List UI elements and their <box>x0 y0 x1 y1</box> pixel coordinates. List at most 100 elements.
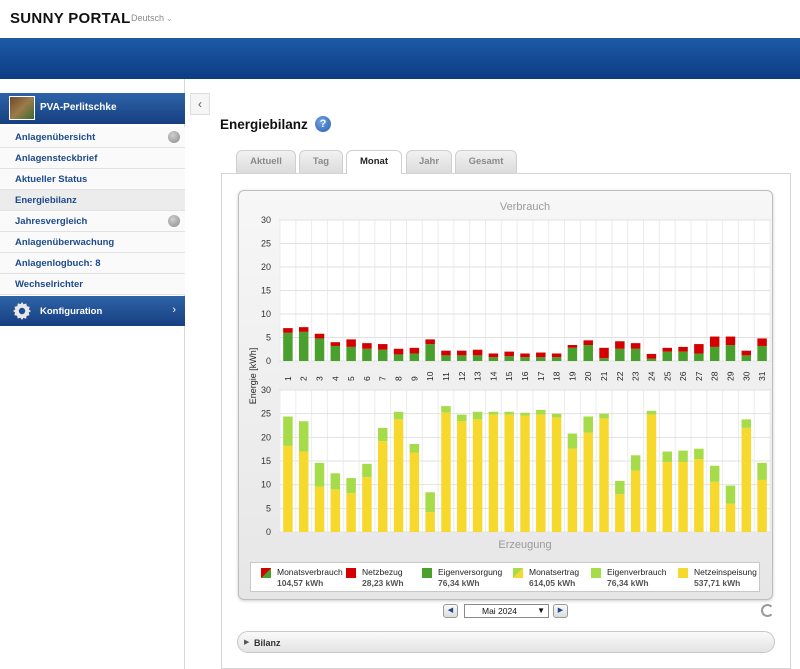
bar-eigenverbrauch <box>567 433 578 449</box>
sidebar-item-label: Energiebilanz <box>15 195 77 206</box>
sidebar-item[interactable]: Energiebilanz <box>0 190 185 211</box>
x-tick-label: 15 <box>504 371 514 381</box>
y-tick-label: 5 <box>266 333 271 343</box>
legend-value: 76,34 kWh <box>438 578 480 588</box>
bar-netzeinspeisung <box>567 448 578 532</box>
bar-netzeinspeisung <box>472 419 483 532</box>
bar-eigenverbrauch <box>441 406 451 413</box>
x-tick-label: 8 <box>394 376 404 381</box>
bar-netzbezug <box>346 339 356 347</box>
bar-eigenverbrauch <box>678 450 688 462</box>
bar-netzeinspeisung <box>536 414 546 532</box>
config-menu[interactable]: Konfiguration › <box>0 296 185 326</box>
sidebar-item[interactable]: Wechselrichter <box>0 274 185 295</box>
bar-netzbezug <box>709 336 720 347</box>
bar-netzeinspeisung <box>409 452 420 532</box>
bar-netzbezug <box>362 343 372 349</box>
bar-eigenversorgung <box>725 345 736 361</box>
bar-netzeinspeisung <box>362 477 372 532</box>
sidebar-item[interactable]: Jahresvergleich <box>0 211 185 232</box>
y-tick-label: 30 <box>261 385 271 395</box>
legend-swatch <box>261 568 271 578</box>
plant-header[interactable]: PVA-Perlitschke <box>0 93 185 124</box>
month-select-value: Mai 2024 <box>482 606 517 616</box>
bar-netzbezug <box>330 342 341 346</box>
bar-netzbezug <box>393 348 404 355</box>
bar-eigenverbrauch <box>630 455 641 471</box>
bar-eigenverbrauch <box>488 411 499 415</box>
bar-netzeinspeisung <box>298 451 309 532</box>
bar-netzeinspeisung <box>757 479 767 532</box>
previous-month-button[interactable]: ◀ <box>443 604 458 618</box>
sidebar-item[interactable]: Aktueller Status <box>0 169 185 190</box>
bar-eigenversorgung <box>441 355 451 361</box>
sidebar-item-label: Aktueller Status <box>15 174 88 185</box>
tab-monat[interactable]: Monat <box>346 150 402 174</box>
legend-value: 104,57 kWh <box>277 578 324 588</box>
x-tick-label: 9 <box>409 376 419 381</box>
next-month-button[interactable]: ▶ <box>553 604 568 618</box>
plant-thumbnail <box>9 96 35 120</box>
bar-eigenverbrauch <box>362 463 372 478</box>
legend-swatch <box>513 568 523 578</box>
bar-eigenversorgung <box>630 348 641 361</box>
legend-name: Monatsverbrauch <box>277 567 343 577</box>
x-tick-label: 20 <box>583 371 593 381</box>
sidebar-item[interactable]: Anlagenlogbuch: 8 <box>0 253 185 274</box>
legend-value: 614,05 kWh <box>529 578 576 588</box>
bar-eigenversorgung <box>694 353 704 361</box>
bar-eigenverbrauch <box>378 427 388 442</box>
legend-swatch <box>591 568 601 578</box>
bar-netzbezug <box>441 350 451 356</box>
bilanz-section[interactable]: ▶ Bilanz <box>237 631 775 653</box>
help-icon[interactable]: ? <box>315 116 331 132</box>
x-tick-label: 29 <box>725 371 735 381</box>
x-tick-label: 27 <box>694 371 704 381</box>
tab-jahr[interactable]: Jahr <box>406 150 452 173</box>
language-selector[interactable]: Deutsch ⌄ <box>131 13 173 23</box>
bar-eigenverbrauch <box>551 413 562 418</box>
gear-icon <box>13 302 31 320</box>
bar-netzeinspeisung <box>709 481 720 532</box>
sidebar-item[interactable]: Anlagenübersicht <box>0 127 185 148</box>
sidebar-item[interactable]: Anlagenüberwachung <box>0 232 185 253</box>
bar-eigenversorgung <box>757 345 767 361</box>
bar-netzeinspeisung <box>346 493 356 532</box>
bar-netzeinspeisung <box>457 421 467 532</box>
tab-tag[interactable]: Tag <box>299 150 343 173</box>
bar-eigenverbrauch <box>346 478 356 494</box>
bar-eigenversorgung <box>615 348 625 361</box>
x-tick-label: 12 <box>457 371 467 381</box>
x-tick-label: 13 <box>473 371 483 381</box>
bar-netzbezug <box>425 339 435 345</box>
bar-netzeinspeisung <box>425 512 435 532</box>
bar-eigenversorgung <box>488 357 499 361</box>
sidebar-item-label: Jahresvergleich <box>15 216 88 227</box>
legend-name: Eigenverbrauch <box>607 567 667 577</box>
x-tick-label: 5 <box>346 376 356 381</box>
bar-eigenverbrauch <box>662 451 672 462</box>
refresh-icon[interactable] <box>761 604 774 617</box>
legend-name: Monatsertrag <box>529 567 580 577</box>
bar-eigenverbrauch <box>599 413 609 419</box>
month-select[interactable]: Mai 2024 ▼ <box>464 604 549 618</box>
tab-gesamt[interactable]: Gesamt <box>455 150 517 173</box>
sidebar-item[interactable]: Anlagensteckbrief <box>0 148 185 169</box>
bar-netzeinspeisung <box>393 419 404 532</box>
collapse-sidebar-button[interactable]: ‹ <box>190 93 210 115</box>
bar-netzbezug <box>378 344 388 350</box>
bar-eigenversorgung <box>425 344 435 361</box>
x-tick-label: 11 <box>441 372 451 381</box>
x-tick-label: 25 <box>662 371 672 381</box>
tab-aktuell[interactable]: Aktuell <box>236 150 296 173</box>
bar-netzeinspeisung <box>615 494 625 532</box>
sunny-portal-logo[interactable]: SUNNY PORTAL <box>10 10 131 27</box>
y-tick-label: 10 <box>261 480 271 490</box>
legend-swatch <box>678 568 688 578</box>
bar-eigenverbrauch <box>298 421 309 452</box>
panel-title: Verbrauch <box>500 201 550 213</box>
config-label: Konfiguration <box>40 306 103 317</box>
bar-netzeinspeisung <box>630 470 641 532</box>
bar-netzbezug <box>536 352 546 358</box>
bar-netzbezug <box>694 344 704 354</box>
